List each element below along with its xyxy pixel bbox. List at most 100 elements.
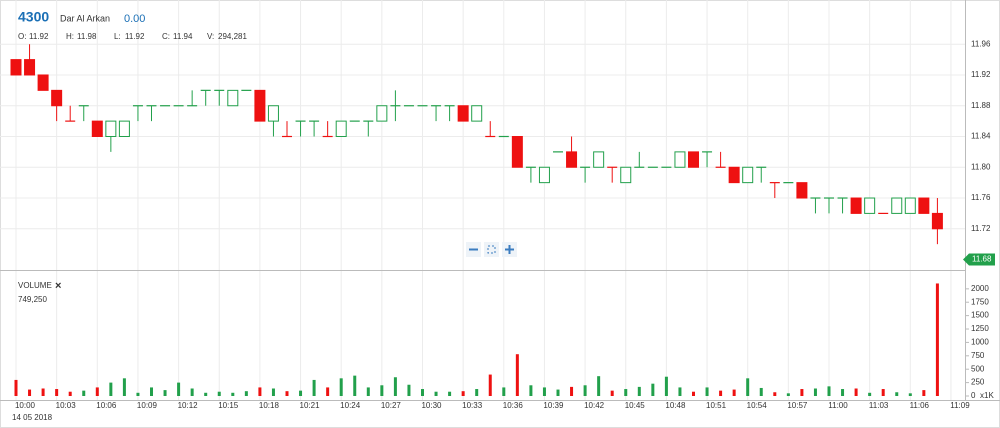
volume-bar — [244, 391, 248, 396]
stat-label: C: — [162, 32, 170, 41]
volume-bar — [68, 391, 72, 396]
stat-value: 11.92 — [29, 32, 49, 41]
stat-label: V: — [207, 32, 214, 41]
volume-bar — [529, 385, 533, 396]
volume-bar — [664, 376, 668, 396]
volume-tick-label: 1500 — [971, 311, 989, 320]
candle-body — [254, 89, 266, 122]
volume-bar — [41, 388, 45, 396]
volume-bar — [163, 390, 167, 396]
x-tick-label: 10:21 — [300, 401, 321, 410]
volume-bar — [705, 387, 709, 396]
volume-bar — [746, 378, 750, 396]
volume-bar — [339, 378, 343, 396]
volume-bar — [231, 392, 235, 396]
last-price-tag — [963, 253, 995, 266]
stat-value: 11.98 — [77, 32, 97, 41]
y-tick-label: 11.76 — [971, 193, 991, 202]
stat-value: 294,281 — [218, 32, 247, 41]
volume-bar — [190, 388, 194, 396]
x-tick-label: 10:51 — [706, 401, 727, 410]
volume-bar — [488, 374, 492, 396]
y-tick-label: 11.88 — [971, 101, 991, 110]
volume-tick-label: 1250 — [971, 324, 989, 333]
candle-body — [37, 74, 49, 91]
candle-body — [593, 151, 605, 168]
y-tick-label: 11.80 — [971, 162, 991, 171]
x-tick-label: 11:09 — [950, 401, 970, 410]
volume-tick-label: 750 — [971, 351, 985, 360]
volume-bar — [732, 389, 736, 396]
volume-unit: x1K — [980, 391, 994, 400]
company-name: Dar Al Arkan — [60, 13, 110, 23]
volume-tick-label: 1750 — [971, 297, 989, 306]
volume-bar — [759, 387, 763, 396]
volume-bar — [122, 378, 126, 396]
volume-bar — [610, 390, 614, 396]
date: 14 05 2018 — [12, 413, 53, 422]
volume-tick-label: 2000 — [971, 284, 989, 293]
candle-body — [864, 197, 876, 214]
zoom-reset-icon — [487, 245, 496, 254]
volume-bar — [312, 379, 316, 396]
volume-bar — [868, 392, 872, 396]
volume-bar — [502, 387, 506, 396]
candle-body — [376, 105, 388, 122]
x-tick-label: 10:33 — [462, 401, 483, 410]
volume-bar — [14, 379, 18, 396]
candle-body — [91, 120, 103, 137]
x-tick-label: 10:42 — [584, 401, 605, 410]
volume-bar — [82, 390, 86, 396]
x-tick-label: 10:45 — [625, 401, 646, 410]
symbol: 4300 — [18, 9, 49, 25]
volume-bar — [475, 389, 479, 396]
x-tick-label: 10:15 — [218, 401, 239, 410]
volume-bar — [407, 384, 411, 396]
candle-body — [620, 166, 632, 184]
x-tick-label: 10:39 — [543, 401, 564, 410]
volume-bar — [637, 386, 641, 396]
candle-body — [267, 105, 279, 122]
marks — [10, 44, 943, 396]
volume-tick-label: 0 — [971, 391, 976, 400]
candle-body — [931, 212, 943, 230]
volume-bar — [719, 390, 723, 396]
volume-bar — [434, 391, 438, 396]
volume-bar — [935, 283, 939, 396]
y-tick-label: 11.84 — [971, 132, 991, 141]
stat-label: L: — [114, 32, 121, 41]
x-tick-label: 10:36 — [503, 401, 524, 410]
zoom-reset[interactable] — [484, 242, 499, 257]
grid — [0, 0, 969, 400]
candle-body — [457, 105, 469, 122]
volume-bar — [800, 389, 804, 396]
candle-body — [742, 166, 754, 184]
x-tick-label: 10:54 — [747, 401, 768, 410]
stats: O: 11.92 H: 11.98 L: 11.92 C: 11.94 V: 294,281 — [18, 32, 247, 41]
volume-tick-label: 500 — [971, 364, 985, 373]
volume-bar — [583, 385, 587, 396]
candle-body — [674, 151, 686, 168]
candle-body — [24, 59, 36, 76]
candle-body — [118, 120, 130, 137]
x-tick-label: 10:24 — [340, 401, 361, 410]
volume-bar — [28, 389, 32, 396]
volume-bar — [678, 387, 682, 396]
candle-body — [471, 105, 483, 122]
candle-body — [538, 166, 550, 184]
candle-body — [51, 89, 63, 107]
volume-bar — [556, 389, 560, 396]
volume-bar — [271, 388, 275, 396]
close-volume[interactable]: × — [55, 280, 61, 292]
volume-bar — [380, 385, 384, 396]
candle-body — [891, 197, 903, 214]
x-tick-label: 11:03 — [869, 401, 889, 410]
volume-bar — [692, 391, 695, 396]
volume-tick-label: 250 — [971, 378, 985, 387]
volume-bar — [448, 391, 452, 396]
stat-value: 11.92 — [125, 32, 145, 41]
volume-bar — [881, 389, 885, 396]
volume-bar — [299, 390, 303, 396]
y-tick-label: 11.72 — [971, 224, 991, 233]
volume-bar — [177, 382, 181, 396]
